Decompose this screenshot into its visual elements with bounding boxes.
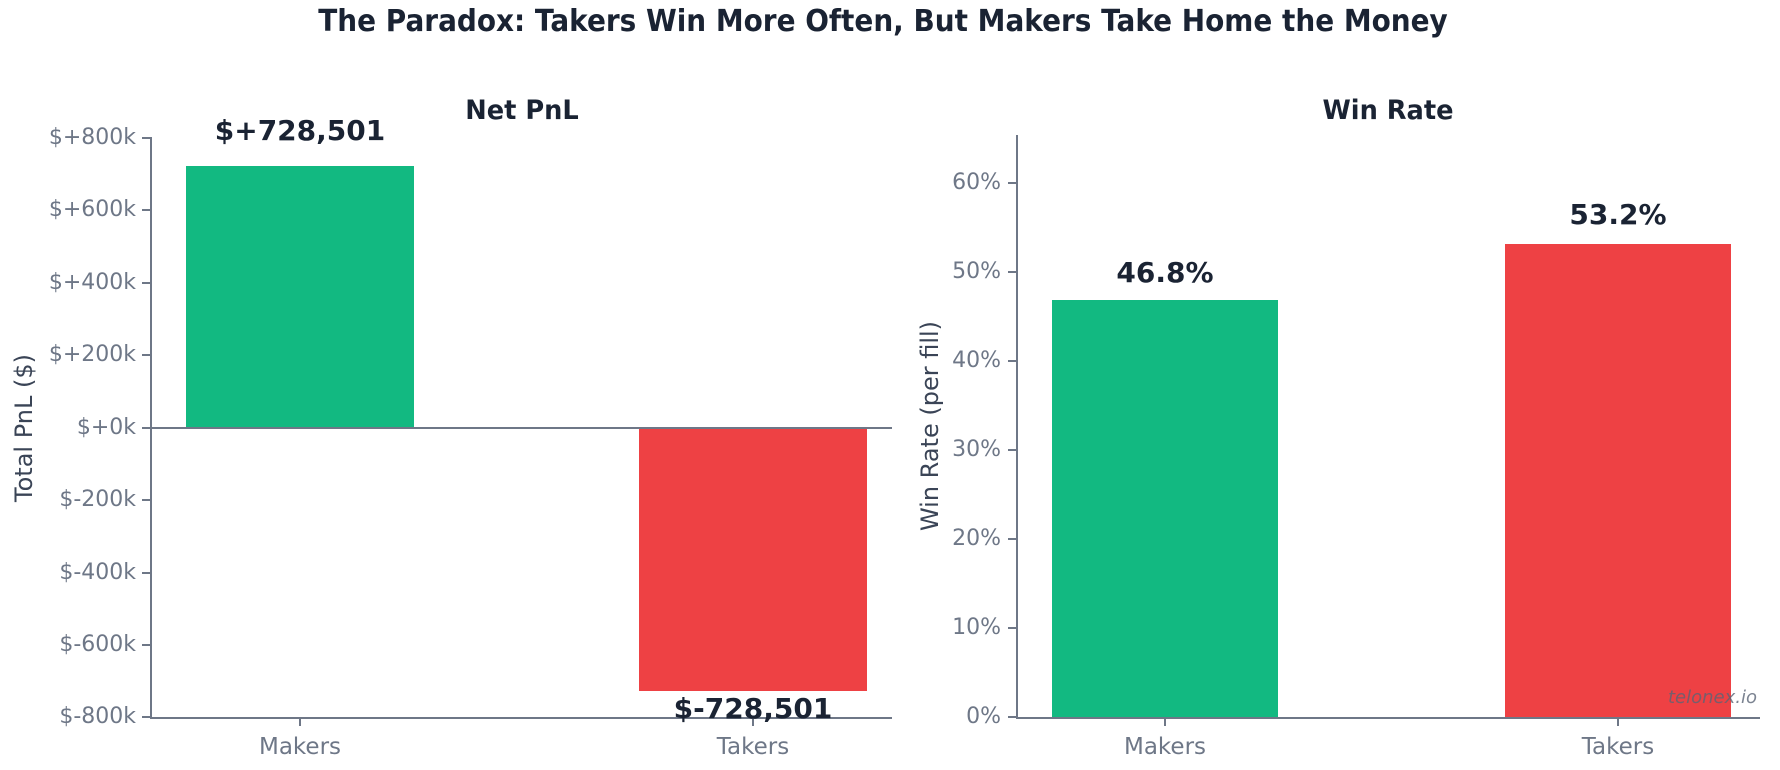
y-tick-mark (142, 572, 150, 574)
makers-pnl-bar (186, 166, 414, 427)
y-tick-label: $-800k (59, 704, 136, 729)
y-tick-label: $-400k (59, 560, 136, 585)
y-tick-mark (1008, 449, 1016, 451)
y-tick-mark (142, 644, 150, 646)
makers-winrate-bar (1052, 300, 1278, 717)
y-tick-label: 10% (952, 615, 1001, 640)
net-pnl-x-axis-spine (150, 717, 892, 719)
x-tick-label-makers: Makers (1123, 734, 1207, 760)
win-rate-x-axis-spine (1016, 717, 1760, 719)
figure-title: The Paradox: Takers Win More Often, But … (318, 4, 1448, 39)
y-tick-mark (1008, 627, 1016, 629)
y-tick-mark (1008, 716, 1016, 718)
takers-winrate-value-label: 53.2% (1569, 198, 1667, 231)
y-tick-label: 60% (952, 170, 1001, 195)
x-tick-label-takers: Takers (716, 734, 790, 760)
y-tick-label: 0% (966, 704, 1001, 729)
y-tick-label: 30% (952, 437, 1001, 462)
x-tick-mark (752, 719, 754, 726)
y-tick-label: $-600k (59, 632, 136, 657)
y-tick-mark (1008, 360, 1016, 362)
zero-line (152, 427, 892, 429)
y-tick-label: 50% (952, 259, 1001, 284)
makers-pnl-value-label: $+728,501 (214, 114, 386, 147)
x-tick-label-makers: Makers (258, 734, 342, 760)
y-tick-label: $+600k (48, 197, 136, 222)
y-tick-label: $+0k (76, 415, 136, 440)
win-rate-y-axis-spine (1016, 135, 1018, 719)
y-tick-mark (1008, 538, 1016, 540)
y-tick-label: 40% (952, 348, 1001, 373)
y-tick-mark (142, 354, 150, 356)
y-tick-mark (1008, 182, 1016, 184)
y-tick-label: $+200k (48, 342, 136, 367)
x-tick-mark (299, 719, 301, 726)
y-tick-mark (142, 499, 150, 501)
y-tick-label: $+400k (48, 270, 136, 295)
watermark: telonex.io (1667, 687, 1757, 708)
y-tick-label: 20% (952, 526, 1001, 551)
y-tick-label: $+800k (48, 125, 136, 150)
y-tick-mark (142, 282, 150, 284)
makers-winrate-value-label: 46.8% (1116, 256, 1214, 289)
y-tick-mark (142, 716, 150, 718)
net-pnl-y-axis-spine (150, 137, 152, 719)
y-tick-mark (142, 427, 150, 429)
y-tick-label: $-200k (59, 487, 136, 512)
takers-winrate-bar (1505, 244, 1731, 717)
x-tick-mark (1164, 719, 1166, 726)
y-tick-mark (1008, 271, 1016, 273)
y-tick-mark (142, 137, 150, 139)
x-tick-label-takers: Takers (1581, 734, 1655, 760)
takers-pnl-bar (639, 429, 867, 691)
x-tick-mark (1617, 719, 1619, 726)
y-tick-mark (142, 209, 150, 211)
win-rate-title: Win Rate (1322, 95, 1454, 126)
net-pnl-title: Net PnL (465, 95, 579, 126)
